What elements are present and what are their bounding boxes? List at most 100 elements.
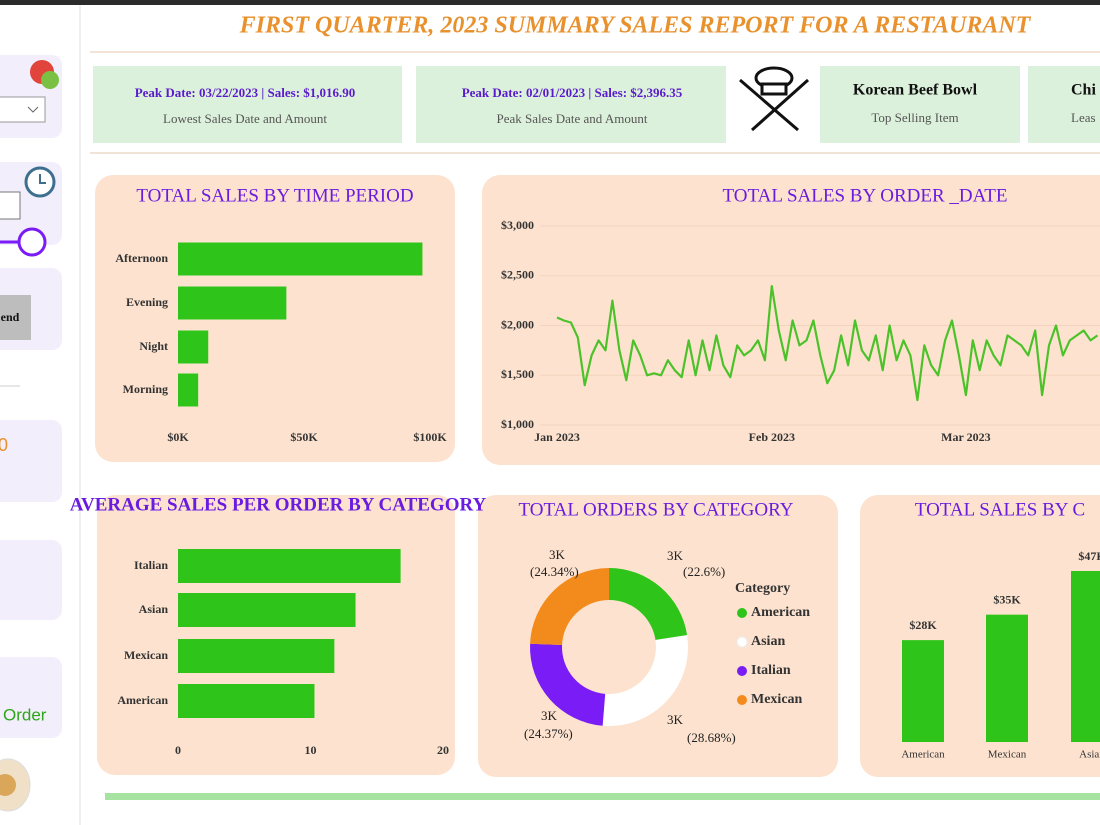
kpi-caption: Lowest Sales Date and Amount xyxy=(163,111,327,126)
input-box[interactable] xyxy=(0,191,21,220)
y-tick-label: Night xyxy=(139,339,168,353)
x-tick-label: 20 xyxy=(437,743,449,757)
kpi-card xyxy=(820,66,1020,143)
kpi-headline: Peak Date: 02/01/2023 | Sales: $2,396.35 xyxy=(462,85,683,100)
bar xyxy=(178,684,315,718)
slider-handle[interactable] xyxy=(17,227,47,257)
y-tick-label: American xyxy=(117,693,168,707)
bar xyxy=(178,330,209,364)
side-value: 0 xyxy=(0,435,8,455)
count-label: 3K xyxy=(549,547,566,562)
report-title: FIRST QUARTER, 2023 SUMMARY SALES REPORT… xyxy=(239,13,1032,39)
chart-title: TOTAL SALES BY C xyxy=(915,499,1085,520)
dropdown-arrow xyxy=(27,106,39,113)
kpi-caption: Leas xyxy=(1071,110,1096,125)
x-tick-label: $50K xyxy=(290,430,318,444)
kpi-card xyxy=(93,66,402,143)
value-label: $28K xyxy=(909,618,937,632)
dropdown[interactable] xyxy=(0,96,46,123)
y-tick-label: Evening xyxy=(126,295,168,309)
donut-segment xyxy=(609,568,688,640)
fruit-icon xyxy=(41,71,59,89)
value-label: $47K xyxy=(1078,549,1100,563)
value-label: (24.37%) xyxy=(524,726,573,741)
bar xyxy=(178,549,401,583)
bar xyxy=(178,639,335,673)
legend-swatch xyxy=(736,636,748,648)
top-bar xyxy=(0,0,1100,5)
y-tick-label: $1,000 xyxy=(501,417,534,431)
legend-label: Asian xyxy=(751,634,785,649)
kpi-headline: Korean Beef Bowl xyxy=(853,82,978,99)
donut-segment xyxy=(602,635,688,726)
bar xyxy=(178,373,199,407)
y-tick-label: Morning xyxy=(123,382,168,396)
y-tick-label: Mexican xyxy=(124,648,168,662)
kpi-card xyxy=(1028,66,1100,143)
value-label: $35K xyxy=(993,592,1021,606)
x-tick-label: Asian xyxy=(1079,749,1100,761)
bar xyxy=(178,242,423,276)
chart-title: TOTAL SALES BY ORDER _DATE xyxy=(723,185,1008,206)
value-label: (24.34%) xyxy=(530,564,579,579)
donut-segment xyxy=(530,643,606,726)
legend-swatch xyxy=(737,666,747,676)
button-label: end xyxy=(1,310,20,324)
legend-label: Italian xyxy=(751,663,791,678)
bar xyxy=(178,593,356,627)
y-tick-label: $3,000 xyxy=(501,218,534,232)
value-label: (28.68%) xyxy=(687,730,736,745)
clock-hands xyxy=(39,174,46,184)
legend-label: Mexican xyxy=(751,692,803,707)
y-tick-label: Italian xyxy=(134,558,168,572)
chef-icon xyxy=(739,66,809,132)
sidebar: end 0 Order xyxy=(0,55,62,812)
food-icon xyxy=(0,774,16,796)
value-panel xyxy=(0,420,62,502)
count-label: 3K xyxy=(667,712,684,727)
legend-label: American xyxy=(751,605,810,620)
legend-swatch xyxy=(737,608,747,618)
y-tick-label: $2,500 xyxy=(501,268,534,282)
x-tick-label: American xyxy=(901,749,945,761)
chart-title: AVERAGE SALES PER ORDER BY CATEGORY xyxy=(70,494,487,515)
chart-title: TOTAL ORDERS BY CATEGORY xyxy=(519,499,794,520)
x-tick-label: Jan 2023 xyxy=(534,430,580,444)
x-tick-label: Feb 2023 xyxy=(749,430,795,444)
y-tick-label: $1,500 xyxy=(501,367,534,381)
footer-bar xyxy=(105,793,1100,800)
side-link[interactable]: Order xyxy=(3,705,47,724)
x-tick-label: Mar 2023 xyxy=(941,430,990,444)
sales-line xyxy=(556,285,1099,402)
legend-swatch xyxy=(737,695,747,705)
chart-panel xyxy=(97,495,455,775)
kpi-caption: Top Selling Item xyxy=(871,110,958,125)
bar xyxy=(902,640,944,742)
kpi-card xyxy=(416,66,726,143)
bar xyxy=(178,286,287,320)
x-tick-label: 10 xyxy=(305,743,317,757)
x-tick-label: 0 xyxy=(175,743,181,757)
kpi-headline: Peak Date: 03/22/2023 | Sales: $1,016.90 xyxy=(135,85,356,100)
chart-panel xyxy=(860,495,1100,777)
x-tick-label: $0K xyxy=(167,430,189,444)
x-tick-label: $100K xyxy=(413,430,447,444)
count-label: 3K xyxy=(667,548,684,563)
y-tick-label: Afternoon xyxy=(115,251,168,265)
chart-title: TOTAL SALES BY TIME PERIOD xyxy=(136,185,413,206)
y-tick-label: $2,000 xyxy=(501,317,534,331)
chart-panel xyxy=(482,175,1100,465)
kpi-caption: Peak Sales Date and Amount xyxy=(497,111,648,126)
value-label: (22.6%) xyxy=(683,564,725,579)
bar xyxy=(1071,571,1100,742)
order-panel xyxy=(0,657,62,738)
empty-panel xyxy=(0,540,62,620)
weekend-button[interactable] xyxy=(0,295,31,340)
bar xyxy=(986,614,1028,742)
kpi-headline: Chi xyxy=(1071,82,1096,99)
donut-segment xyxy=(530,568,609,646)
x-tick-label: Mexican xyxy=(988,749,1027,761)
y-tick-label: Asian xyxy=(139,602,169,616)
